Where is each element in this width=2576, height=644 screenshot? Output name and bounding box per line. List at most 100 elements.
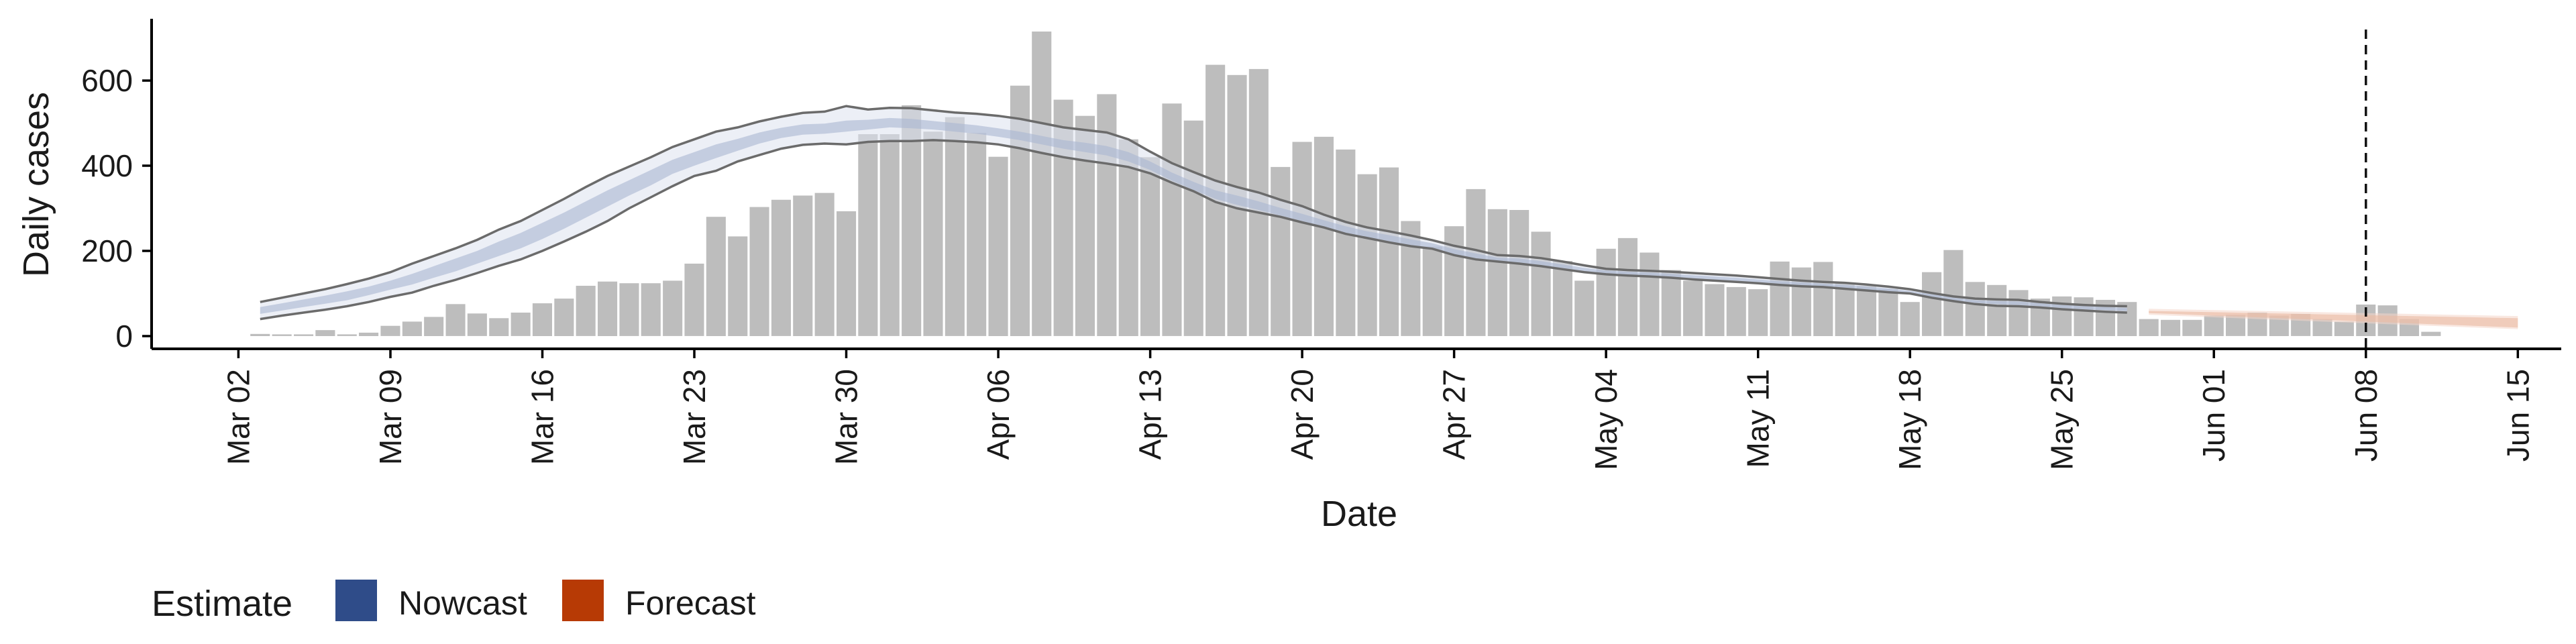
case-bar (359, 332, 379, 336)
case-bar (337, 334, 357, 336)
case-bar (315, 330, 335, 336)
case-bar (1965, 282, 1985, 336)
legend-label-forecast: Forecast (625, 584, 756, 622)
nowcast-lower-line (260, 139, 2127, 321)
case-bar (598, 281, 618, 336)
nowcast-ci90-band (260, 106, 2127, 319)
case-bar (1379, 167, 1399, 336)
case-bar (532, 303, 552, 336)
forecast-ci50-band (2149, 311, 2518, 328)
case-bar (1313, 136, 1334, 336)
case-bar (445, 304, 466, 336)
case-bar (294, 334, 314, 336)
x-tick-label: Jun 01 (2196, 369, 2231, 462)
case-bar (1922, 272, 1942, 336)
case-bar (879, 134, 900, 336)
case-bar (2139, 319, 2159, 336)
case-bar (467, 313, 487, 336)
case-bar (1097, 94, 1117, 336)
case-bar (1878, 289, 1898, 336)
case-bar (1032, 32, 1052, 336)
bands-layer (260, 105, 2518, 329)
x-tick-label: May 18 (1892, 369, 1927, 470)
case-bar (1552, 261, 1572, 336)
case-bar (1617, 237, 1638, 336)
legend-label-nowcast: Nowcast (398, 584, 527, 622)
case-bar (1813, 262, 1833, 336)
case-bar (706, 217, 726, 336)
case-bar (619, 283, 639, 336)
x-tick-label: Jun 08 (2349, 369, 2383, 462)
case-bar (837, 211, 857, 336)
legend-title: Estimate (152, 584, 292, 624)
case-bar (2182, 319, 2202, 336)
axes-layer: 0 200 400 600 Mar 02 Mar 09 Mar 16 Mar 23 Mar 30… (81, 19, 2561, 470)
case-bar (663, 280, 683, 336)
case-bar (2074, 297, 2094, 336)
case-bar (1466, 189, 1486, 336)
x-tick-label: Apr 06 (981, 369, 1016, 460)
case-bar (1509, 210, 1529, 336)
legend: Estimate Nowcast Forecast (152, 580, 756, 624)
legend-swatch-nowcast (335, 580, 377, 621)
case-bar (1118, 139, 1138, 336)
y-axis-title: Daily cases (16, 92, 56, 277)
case-bar (1574, 280, 1595, 336)
case-bar (1183, 120, 1203, 336)
case-bar (684, 264, 704, 336)
bars-layer (250, 32, 2441, 337)
case-bar (2334, 321, 2354, 336)
case-bar (945, 117, 965, 336)
case-bar (1683, 280, 1703, 336)
y-tick-label: 0 (115, 319, 133, 354)
case-bar (1162, 103, 1182, 336)
case-bar (1661, 270, 1681, 336)
case-bar (728, 236, 748, 336)
case-bar (988, 156, 1008, 336)
case-bar (1444, 226, 1464, 336)
x-tick-label: Mar 30 (829, 369, 864, 465)
case-bar (1596, 248, 1616, 336)
x-tick-label: Mar 02 (221, 369, 256, 465)
case-bar (489, 318, 509, 336)
case-bar (1705, 284, 1725, 336)
case-bar (1640, 252, 1660, 336)
case-bar (2204, 315, 2224, 336)
case-bar (1943, 250, 1964, 336)
case-bar (2161, 319, 2181, 336)
x-tick-label: Mar 23 (677, 369, 712, 465)
y-tick-label: 600 (81, 63, 133, 98)
case-bar (576, 286, 596, 336)
case-bar (2421, 331, 2441, 336)
x-tick-label: Apr 27 (1437, 369, 1472, 460)
case-bar (923, 131, 943, 336)
case-bar (771, 199, 791, 336)
case-bar (2312, 319, 2332, 336)
x-tick-label: Jun 15 (2500, 369, 2535, 462)
nowcast-upper-line (260, 105, 2127, 308)
case-bar (858, 134, 878, 336)
case-bar (1748, 289, 1768, 336)
x-axis-title: Date (1321, 494, 1397, 534)
legend-swatch-forecast (562, 580, 604, 621)
x-tick-label: Apr 20 (1285, 369, 1320, 460)
x-tick-label: May 11 (1741, 369, 1776, 468)
x-tick-label: Mar 16 (525, 369, 560, 465)
case-bar (424, 317, 444, 336)
case-bar (511, 313, 531, 336)
x-tick-label: May 25 (2045, 369, 2080, 470)
case-bar (380, 325, 400, 336)
case-bar (814, 193, 835, 336)
case-bar (749, 207, 769, 336)
y-tick-label: 400 (81, 148, 133, 183)
x-tick-label: May 04 (1589, 369, 1623, 470)
case-bar (1336, 149, 1356, 336)
case-bar (967, 133, 987, 336)
y-tick-label: 200 (81, 233, 133, 268)
case-bar (1835, 282, 1855, 336)
x-tick-label: Mar 09 (373, 369, 408, 465)
case-bar (1292, 142, 1312, 336)
case-bar (1140, 157, 1161, 336)
case-bar (793, 195, 813, 336)
